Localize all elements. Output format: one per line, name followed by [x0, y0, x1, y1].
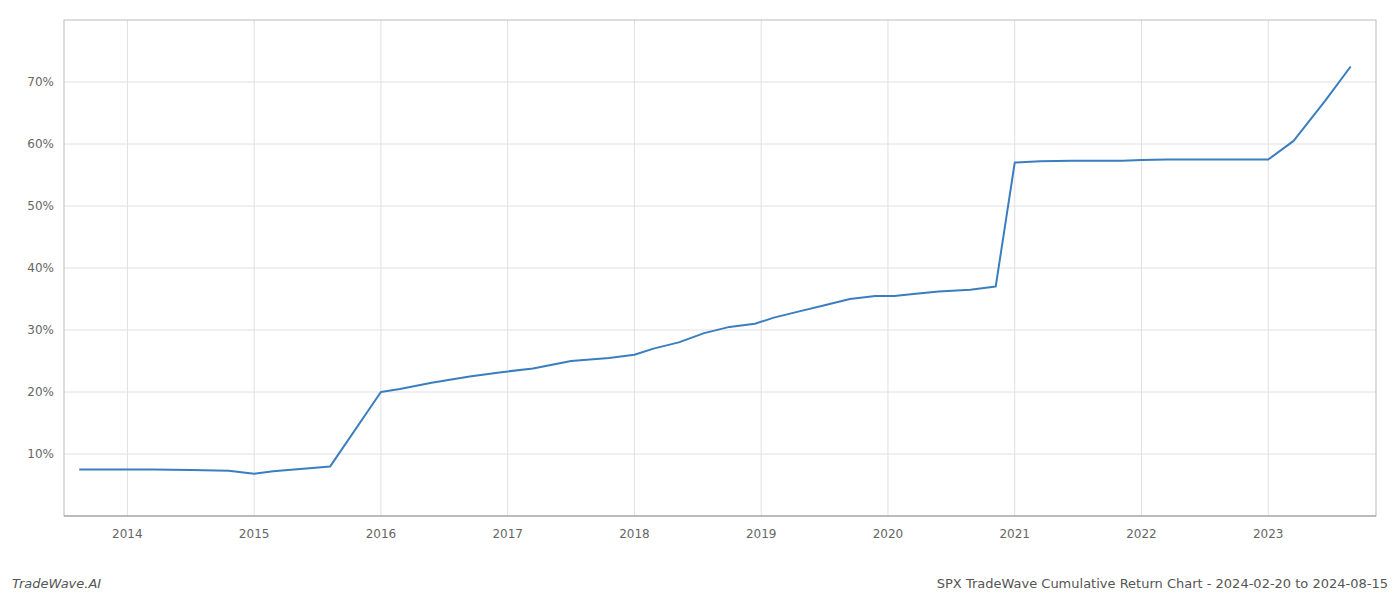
axes: 10% 20% 30% 40% 50% 60% 70% 2014 2015 2016 2017 201… — [27, 20, 1376, 541]
x-tick-label: 2023 — [1253, 527, 1284, 541]
x-grid-line — [634, 20, 635, 516]
grid — [64, 20, 1376, 516]
x-grid-line — [127, 20, 128, 516]
plot-frame — [64, 20, 1376, 516]
page: {"chart_data": { "type": "line", "title"… — [0, 0, 1400, 600]
y-tick-label: 70% — [27, 75, 54, 89]
background — [0, 0, 1400, 600]
y-tick-label: 60% — [27, 137, 54, 151]
x-tick-label: 2014 — [112, 527, 143, 541]
x-grid-line — [887, 20, 888, 516]
y-grid-line — [64, 82, 1376, 83]
line — [79, 67, 1350, 474]
x-grid-line — [761, 20, 762, 516]
title: SPX TradeWave Cumulative Return Chart - … — [937, 576, 1388, 591]
y-grid-line — [64, 268, 1376, 269]
x-grid-line — [1141, 20, 1142, 516]
y-tick-label: 40% — [27, 261, 54, 275]
x-tick-label: 2017 — [492, 527, 523, 541]
x-tick-label: 2021 — [999, 527, 1030, 541]
x-grid-line — [254, 20, 255, 516]
y-grid-line — [64, 144, 1376, 145]
x-tick-label: 2022 — [1126, 527, 1157, 541]
x-grid-line — [380, 20, 381, 516]
data — [79, 67, 1350, 474]
x-axis-line — [64, 516, 1376, 517]
y-grid-line — [64, 206, 1376, 207]
watermark: TradeWave.AI — [12, 576, 101, 591]
y-grid-line — [64, 392, 1376, 393]
y-tick-label: 20% — [27, 385, 54, 399]
y-grid-line — [64, 454, 1376, 455]
x-tick-label: 2019 — [746, 527, 777, 541]
chart: 10% 20% 30% 40% 50% 60% 70% 2014 2015 2016 2017 201… — [0, 0, 1400, 600]
y-tick-label: 30% — [27, 323, 54, 337]
x-tick-label: 2016 — [366, 527, 397, 541]
x-tick-label: 2015 — [239, 527, 270, 541]
x-tick-label: 2018 — [619, 527, 650, 541]
x-grid-line — [1014, 20, 1015, 516]
y-tick-label: 10% — [27, 447, 54, 461]
x-tick-label: 2020 — [873, 527, 904, 541]
x-grid-line — [1268, 20, 1269, 516]
x-grid-line — [507, 20, 508, 516]
y-tick-label: 50% — [27, 199, 54, 213]
